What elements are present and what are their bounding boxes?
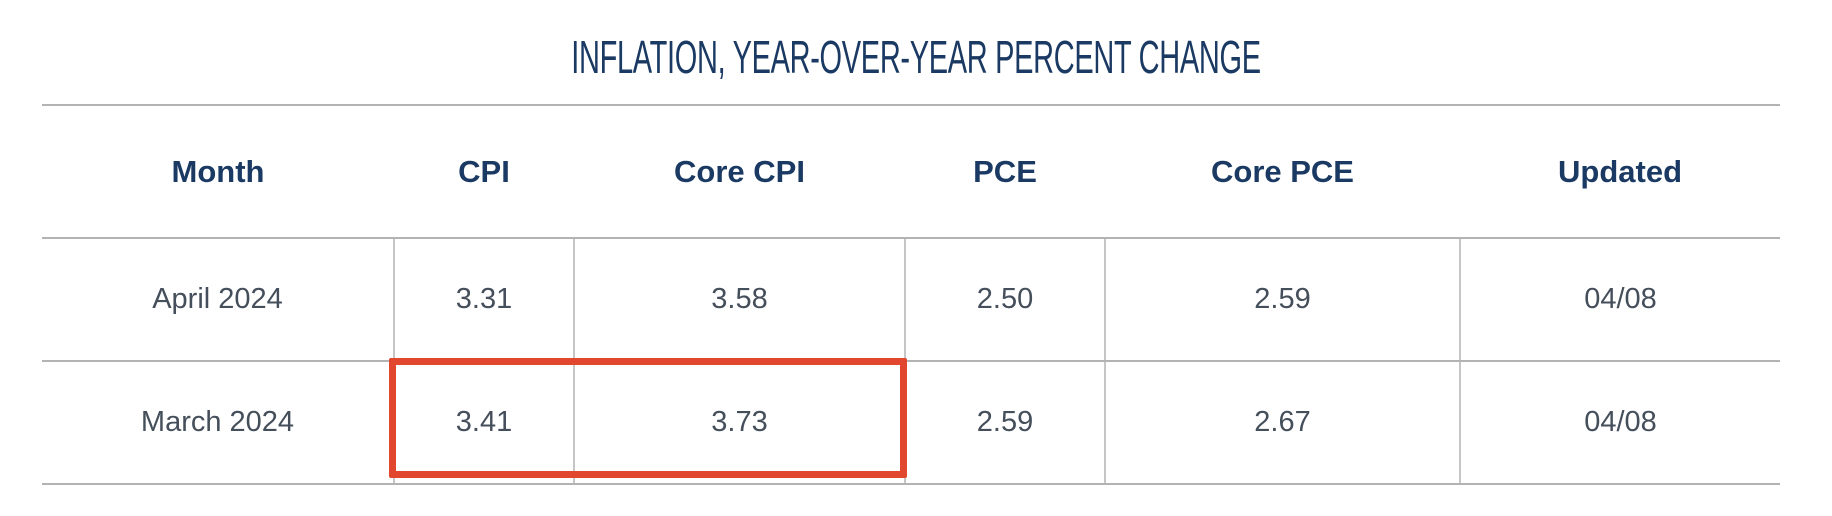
inflation-table: Month CPI Core CPI PCE Core PCE Updated … [42,104,1780,485]
column-header-core-pce: Core PCE [1105,105,1460,239]
updated-cell: 04/08 [1459,361,1780,485]
month-cell: March 2024 [42,361,394,485]
core-cpi-cell: 3.73 [573,361,905,485]
column-header-core-cpi: Core CPI [574,105,905,239]
month-cell: April 2024 [42,238,394,362]
header-row: Month CPI Core CPI PCE Core PCE Updated [42,105,1780,239]
cpi-cell: 3.41 [393,361,574,485]
column-header-updated: Updated [1460,105,1780,239]
column-header-pce: PCE [905,105,1105,239]
column-header-cpi: CPI [394,105,574,239]
table-row-april-2024: April 2024 3.31 3.58 2.50 2.59 04/08 [42,238,1780,362]
updated-cell: 04/08 [1459,238,1780,362]
core-cpi-cell: 3.58 [573,238,905,362]
pce-cell: 2.50 [904,238,1105,362]
column-header-month: Month [42,105,394,239]
table-row-march-2024: March 2024 3.41 3.73 2.59 2.67 04/08 [42,361,1780,485]
core-pce-cell: 2.59 [1104,238,1460,362]
page-title: INFLATION, YEAR-OVER-YEAR PERCENT CHANGE [571,31,1261,83]
pce-cell: 2.59 [904,361,1105,485]
core-pce-cell: 2.67 [1104,361,1460,485]
cpi-cell: 3.31 [393,238,574,362]
